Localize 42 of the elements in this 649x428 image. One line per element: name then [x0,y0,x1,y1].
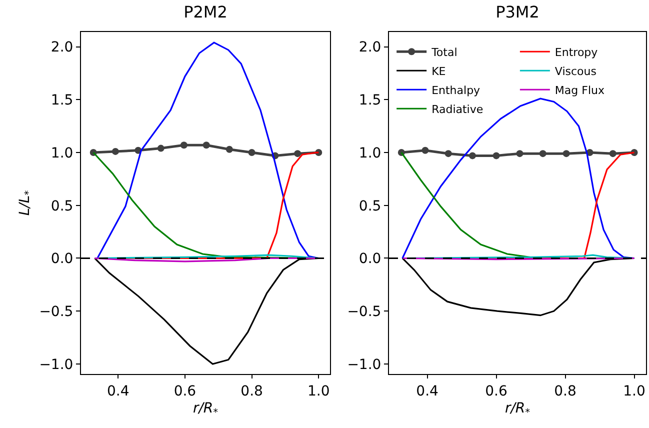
chart-title: P2M2 [184,2,228,22]
legend-label: Total [430,46,458,59]
legend-label: Entropy [554,46,598,59]
y-tick-label: 1.0 [358,145,382,162]
y-tick-label: 2.0 [50,40,74,56]
point [248,149,256,156]
x-tick-label: 0.8 [240,383,263,400]
y-tick-label: 1.0 [50,145,74,162]
legend-label: Mag Flux [554,84,605,97]
x-axis-title: r/R$_{*}$ [504,400,530,419]
x-axis-title: r/R$_{*}$ [192,400,218,419]
point [157,144,164,152]
point [112,148,119,155]
y-tick-label: 0.0 [50,251,74,268]
y-tick-label: 1.5 [358,92,382,109]
point [202,142,210,149]
legend-label: Enthalpy [432,84,481,97]
y-tick-label: 0.0 [358,251,382,268]
x-tick-label: 1.0 [308,383,330,400]
x-tick-label: 0.6 [485,383,508,400]
y-tick-label: −0.5 [347,304,382,320]
y-tick-label: −1.0 [347,356,382,373]
y-tick-label: 2.0 [358,40,382,56]
line-series [402,98,636,260]
x-tick-label: 1.0 [623,383,646,400]
chart-title: P3M2 [496,2,540,22]
x-tick-label: 0.4 [416,383,439,400]
y-tick-label: 0.5 [50,198,74,214]
legend-label: Radiative [432,102,484,116]
point [226,146,233,153]
y-tick-label: −0.5 [39,304,74,320]
point [180,142,188,149]
x-tick-label: 0.6 [174,383,196,400]
y-tick-label: 1.5 [50,92,74,109]
legend-label: Viscous [554,64,597,78]
x-tick-label: 0.4 [106,383,130,400]
line-series [96,42,320,260]
point [294,150,302,158]
y-tick-label: 0.5 [358,198,382,214]
legend-label: KE [432,64,446,78]
x-tick-label: 0.8 [554,383,576,400]
y-tick-label: −1.0 [39,356,74,373]
